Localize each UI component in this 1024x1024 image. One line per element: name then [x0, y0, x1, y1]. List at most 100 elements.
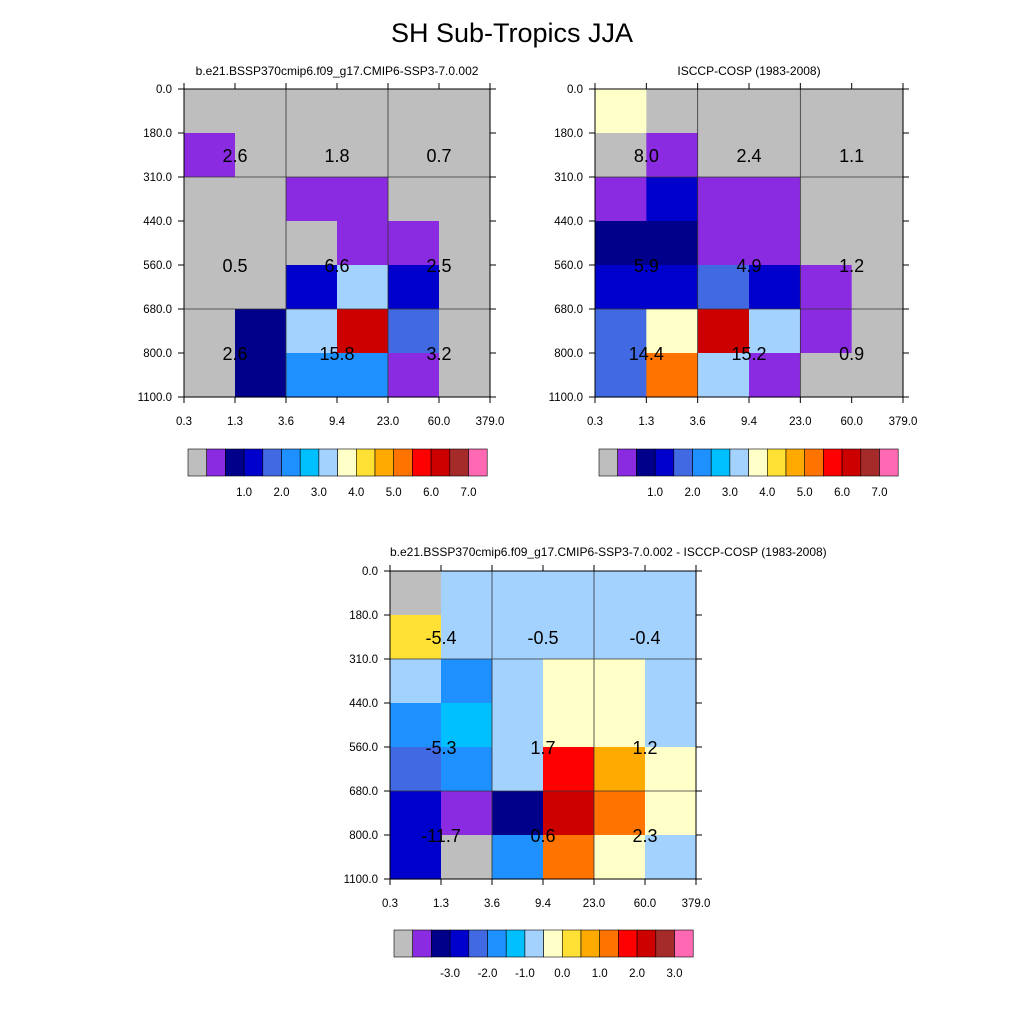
block-value-label: 14.4: [629, 344, 664, 364]
heatmap-cell: [286, 177, 338, 222]
heatmap-cell: [286, 221, 338, 266]
y-tick-label: 680.0: [143, 304, 172, 316]
heatmap-cell: [235, 265, 287, 310]
heatmap-cell: [184, 89, 236, 134]
heatmap-cell: [800, 265, 853, 310]
x-tick-label: 60.0: [634, 898, 656, 910]
x-tick-label: 60.0: [840, 416, 862, 428]
block-value-label: -11.7: [421, 826, 461, 846]
colorbar-swatch: [543, 929, 563, 958]
panel-1-title: b.e21.BSSP370cmip6.f09_g17.CMIP6-SSP3-7.…: [195, 64, 479, 78]
heatmap-cell: [594, 835, 646, 880]
heatmap-cell: [439, 353, 491, 398]
x-tick-label: 23.0: [789, 416, 811, 428]
heatmap-cell: [441, 659, 493, 704]
y-tick-label: 310.0: [554, 172, 583, 184]
heatmap-cell: [390, 703, 442, 748]
block-value-label: 2.5: [426, 256, 451, 276]
colorbar-swatch: [412, 929, 432, 958]
x-tick-label: 1.3: [433, 898, 449, 910]
block-value-label: 2.6: [222, 146, 247, 166]
colorbar-swatch: [580, 929, 601, 958]
y-tick-label: 440.0: [143, 216, 172, 228]
heatmap-cell: [543, 747, 595, 792]
colorbar-label: -3.0: [440, 968, 460, 980]
plot-area: 0.0 180.0 310.0 440.0 560.0 680.0 800.0 1100.0 0…: [138, 83, 505, 428]
heatmap-cell: [851, 353, 904, 398]
heatmap-cell: [235, 309, 287, 354]
heatmap-cell: [439, 265, 491, 310]
x-tick-label: 23.0: [377, 416, 399, 428]
heatmap-cell: [851, 265, 904, 310]
plot-area: 0.0 180.0 310.0 440.0 560.0 680.0 800.0 1100.0 0…: [549, 83, 917, 428]
y-tick-label: 180.0: [554, 128, 583, 140]
heatmap-cell: [595, 309, 647, 354]
heatmap-cell: [645, 615, 697, 660]
y-tick-label: 180.0: [349, 610, 378, 622]
heatmap-cell: [184, 221, 236, 266]
heatmap-cell: [851, 89, 904, 134]
heatmap-cell: [441, 615, 493, 660]
plot-area: 0.0 180.0 310.0 440.0 560.0 680.0 800.0 1100.0 0…: [344, 565, 710, 910]
heatmap-cell: [337, 309, 389, 354]
heatmap-cell: [543, 659, 595, 704]
heatmap-cell: [492, 615, 544, 660]
y-tick-label: 1100.0: [138, 392, 172, 404]
heatmap-cell: [594, 615, 646, 660]
heatmap-cell: [337, 265, 389, 310]
heatmap-cell: [646, 265, 699, 310]
y-tick-label: 800.0: [349, 830, 378, 842]
heatmap-cell: [492, 703, 544, 748]
heatmap-cell: [749, 89, 801, 134]
heatmap-cell: [337, 89, 389, 134]
heatmap-cell: [645, 835, 697, 880]
heatmap-cell: [441, 747, 493, 792]
heatmap-cell: [646, 177, 699, 222]
heatmap-cell: [749, 353, 801, 398]
colorbar-swatch: [468, 448, 488, 477]
heatmap-cell: [851, 177, 904, 222]
block-value-label: 3.2: [426, 344, 451, 364]
block-value-label: 4.9: [736, 256, 761, 276]
block-value-label: 1.2: [839, 256, 864, 276]
heatmap-cell: [543, 615, 595, 660]
heatmap-cell: [749, 221, 801, 266]
colorbar-label: 7.0: [872, 487, 888, 499]
heatmap-cell: [390, 835, 442, 880]
heatmap-cell: [441, 835, 493, 880]
x-tick-label: 379.0: [476, 416, 505, 428]
heatmap-cell: [697, 177, 750, 222]
heatmap-cell: [645, 703, 697, 748]
heatmap-cell: [697, 89, 750, 134]
heatmap-cell: [492, 791, 544, 836]
x-tick-label: 3.6: [690, 416, 706, 428]
heatmap-cell: [492, 835, 544, 880]
heatmap-cell: [388, 177, 440, 222]
block-value-label: 5.9: [634, 256, 659, 276]
block-value-label: 15.2: [731, 344, 766, 364]
heatmap-cell: [594, 747, 646, 792]
heatmap-cell: [184, 177, 236, 222]
heatmap-cell: [749, 133, 801, 178]
x-tick-label: 0.3: [587, 416, 603, 428]
heatmap-cell: [697, 221, 750, 266]
heatmap-cell: [235, 353, 287, 398]
heatmap-cell: [800, 309, 853, 354]
heatmap-cell: [646, 353, 699, 398]
heatmap-cell: [390, 747, 442, 792]
colorbar-swatch: [468, 929, 488, 958]
heatmap-cell: [390, 659, 442, 704]
heatmap-cell: [492, 659, 544, 704]
colorbar-label: 3.0: [311, 487, 327, 499]
heatmap-cell: [439, 309, 491, 354]
heatmap-cell: [388, 265, 440, 310]
colorbar: 1.0 2.0 3.0 4.0 5.0 6.0 7.0: [598, 448, 899, 499]
block-value-label: 1.1: [839, 146, 864, 166]
block-value-label: -0.5: [527, 628, 558, 648]
y-tick-label: 310.0: [349, 654, 378, 666]
heatmap-cell: [645, 791, 697, 836]
colorbar-label: 3.0: [667, 968, 683, 980]
heatmap-cell: [645, 747, 697, 792]
heatmap-cell: [184, 353, 236, 398]
heatmap-cell: [441, 703, 493, 748]
